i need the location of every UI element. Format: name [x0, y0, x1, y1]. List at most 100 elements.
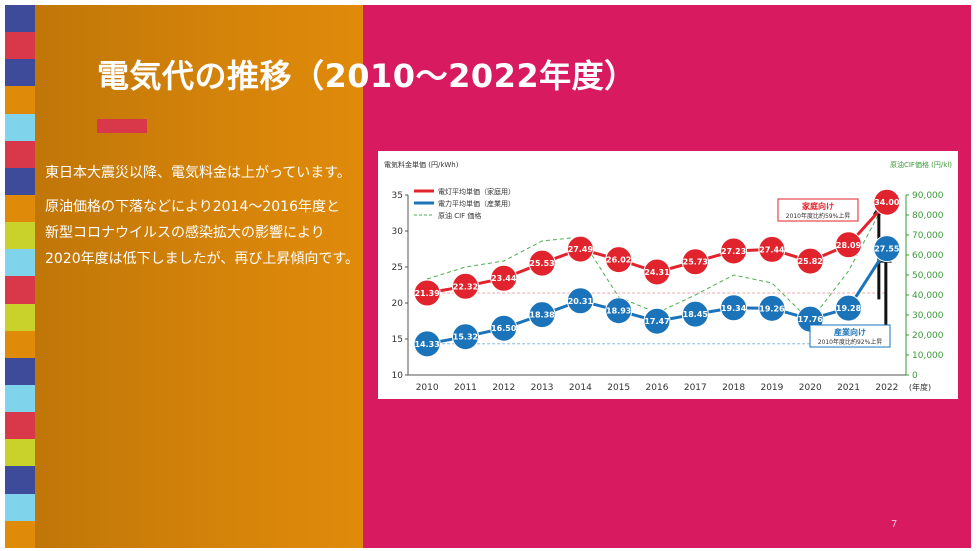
stripe-1 — [5, 32, 35, 60]
household-point — [451, 272, 479, 300]
industrial-data-label: 18.45 — [683, 310, 709, 319]
industrial-point — [720, 294, 748, 322]
industrial-data-label: 15.32 — [453, 333, 478, 342]
right-tick-label: 30,000 — [912, 311, 944, 321]
stripe-13 — [5, 357, 35, 385]
stripe-5 — [5, 140, 35, 168]
left-tick-label: 35 — [392, 191, 403, 201]
electricity-price-chart: 電気料金単価 (円/kWh) 原油CIF価格 (円/kl) 10 15 20 25 30 35… — [384, 160, 952, 393]
x-tick-label: 2012 — [492, 383, 515, 393]
industrial-point — [451, 323, 479, 351]
x-tick-label: 2020 — [799, 383, 822, 393]
household-point — [720, 237, 748, 265]
industrial-data-label: 27.55 — [874, 245, 900, 254]
industrial-point — [873, 235, 901, 263]
household-data-label: 25.73 — [683, 258, 708, 267]
left-tick-label: 25 — [392, 263, 403, 273]
x-tick-label: 2017 — [684, 383, 707, 393]
right-tick-label: 70,000 — [912, 231, 944, 241]
industrial-point — [643, 307, 671, 335]
household-point — [873, 188, 901, 216]
household-data-label: 22.32 — [453, 282, 478, 291]
stripe-6 — [5, 167, 35, 195]
industrial-point — [528, 301, 556, 329]
x-tick-label: 2011 — [454, 383, 477, 393]
body-line-4: 2020年度は低下しましたが、再び上昇傾向です。 — [45, 251, 359, 267]
slide: 電気代の推移（2010〜2022年度） 東日本大震災以降、電気料金は上がっていま… — [5, 5, 971, 548]
right-tick-label: 20,000 — [912, 331, 944, 341]
household-point — [835, 231, 863, 259]
household-point — [490, 264, 518, 292]
household-point — [681, 248, 709, 276]
industrial-point — [490, 314, 518, 342]
household-data-label: 26.02 — [606, 256, 631, 265]
x-tick-label: 2013 — [531, 383, 554, 393]
industrial-data-label: 17.76 — [798, 315, 824, 324]
stripe-11 — [5, 303, 35, 331]
industrial-annotation-title: 産業向け — [834, 327, 866, 337]
household-data-label: 27.49 — [568, 245, 594, 254]
x-tick-label: 2016 — [646, 383, 669, 393]
x-tick-label: 2010 — [416, 383, 439, 393]
household-point — [528, 249, 556, 277]
page-number: 7 — [891, 519, 898, 530]
stripe-14 — [5, 384, 35, 413]
right-tick-label: 50,000 — [912, 271, 944, 281]
x-tick-label: 2022 — [875, 383, 898, 393]
household-data-label: 25.82 — [798, 257, 823, 266]
right-tick-label: 90,000 — [912, 191, 944, 201]
right-tick-label: 60,000 — [912, 251, 944, 261]
left-tick-label: 10 — [392, 371, 404, 381]
industrial-data-label: 18.38 — [529, 311, 555, 320]
industrial-annotation-box — [809, 324, 891, 348]
stripe-9 — [5, 249, 35, 277]
household-point — [566, 235, 594, 263]
legend-label: 原油 CIF 価格 — [438, 211, 481, 220]
left-panel — [35, 5, 363, 548]
stripe-19 — [5, 520, 35, 548]
stripe-4 — [5, 113, 35, 141]
household-point — [796, 247, 824, 275]
industrial-data-label: 19.26 — [759, 304, 785, 313]
industrial-data-label: 16.50 — [491, 324, 517, 333]
stripe-18 — [5, 493, 35, 521]
title-accent-bar — [97, 119, 147, 133]
industrial-annotation-sub: 2010年度比約92%上昇 — [818, 338, 883, 346]
stripe-17 — [5, 466, 35, 494]
legend-label: 電灯平均単価（家庭用） — [438, 187, 515, 196]
body-text: 東日本大震災以降、電気料金は上がっています。 原油価格の下落などにより2014〜… — [45, 160, 370, 272]
industrial-data-label: 19.28 — [836, 304, 862, 313]
household-point — [413, 279, 441, 307]
chart-container: 電気料金単価 (円/kWh) 原油CIF価格 (円/kl) 10 15 20 25 30 35… — [378, 151, 958, 399]
stripe-8 — [5, 222, 35, 250]
household-data-label: 27.44 — [759, 245, 785, 254]
x-tick-label: 2015 — [607, 383, 630, 393]
household-data-label: 23.44 — [491, 274, 517, 283]
left-tick-label: 20 — [392, 299, 404, 309]
industrial-point — [566, 287, 594, 315]
industrial-point — [681, 300, 709, 328]
body-line-2: 原油価格の下落などにより2014〜2016年度と — [45, 199, 340, 215]
right-tick-label: 0 — [912, 371, 918, 381]
industrial-point — [605, 297, 633, 325]
household-data-label: 25.53 — [529, 259, 554, 268]
household-data-label: 21.39 — [414, 289, 440, 298]
slide-title: 電気代の推移（2010〜2022年度） — [97, 57, 637, 95]
stripe-2 — [5, 59, 35, 87]
industrial-data-label: 19.34 — [721, 304, 747, 313]
household-annotation-sub: 2010年度比約59%上昇 — [786, 212, 851, 220]
x-tick-label: 2021 — [837, 383, 860, 393]
decorative-stripes — [5, 5, 35, 548]
stripe-7 — [5, 194, 35, 223]
industrial-point — [835, 294, 863, 322]
right-tick-label: 40,000 — [912, 291, 944, 301]
household-data-label: 27.23 — [721, 247, 746, 256]
stripe-12 — [5, 330, 35, 358]
right-axis-title: 原油CIF価格 (円/kl) — [890, 160, 952, 169]
household-point — [643, 258, 671, 286]
household-point — [605, 246, 633, 274]
household-annotation-box — [777, 198, 859, 222]
household-annotation-title: 家庭向け — [802, 201, 834, 211]
stripe-3 — [5, 86, 35, 114]
left-tick-label: 30 — [392, 227, 404, 237]
